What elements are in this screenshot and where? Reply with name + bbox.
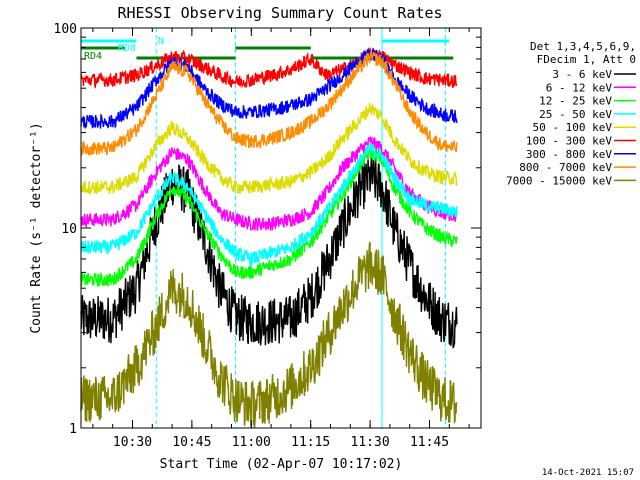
- legend-entry-7: 300 - 800 keV: [526, 148, 612, 161]
- legend: Det 1,3,4,5,6,9,FDecim 1, Att 0 3 - 6 keV…: [506, 40, 636, 187]
- series-layer: [80, 46, 458, 429]
- plot-frame: [80, 27, 482, 429]
- axes: 10:30 10:45 11:00 11:15 11:30 11:45 1 10 100: [54, 22, 481, 450]
- y-tick-label-3: 100: [54, 22, 77, 37]
- series-line-6: [80, 46, 458, 89]
- flag-label-rd0: RD0: [118, 43, 136, 54]
- x-tick-label-6: 11:45: [410, 435, 449, 450]
- series-line-9: [80, 241, 458, 429]
- flag-label-rd4: RD4: [84, 51, 102, 62]
- legend-entry-3: 12 - 25 keV: [539, 95, 612, 108]
- legend-entry-6: 100 - 300 keV: [526, 135, 612, 148]
- series-line-1: [80, 155, 458, 349]
- flag-label-n: N: [158, 36, 164, 47]
- x-tick-label-2: 10:45: [172, 435, 211, 450]
- footer-date: 14-Oct-2021 15:07: [541, 468, 634, 478]
- chart-title: RHESSI Observing Summary Count Rates: [117, 4, 442, 22]
- series-line-5: [80, 102, 458, 195]
- legend-entry-9: 7000 - 15000 keV: [506, 174, 612, 187]
- y-axis-label: Count Rate (s⁻¹ detector⁻¹): [29, 122, 44, 333]
- legend-header-2: FDecim 1, Att 0: [537, 53, 636, 66]
- legend-entry-4: 25 - 50 keV: [539, 108, 612, 121]
- y-tick-label-2: 10: [61, 222, 77, 237]
- x-tick-label-3: 11:00: [232, 435, 271, 450]
- x-axis-label: Start Time (02-Apr-07 10:17:02): [160, 457, 403, 472]
- x-tick-label-5: 11:30: [351, 435, 390, 450]
- series-line-4: [80, 142, 458, 266]
- y-tick-label-1: 1: [69, 422, 77, 437]
- legend-header-1: Det 1,3,4,5,6,9,: [530, 40, 636, 53]
- series-line-3: [80, 144, 458, 287]
- legend-entry-5: 50 - 100 keV: [533, 121, 613, 134]
- x-tick-label-4: 11:15: [291, 435, 330, 450]
- x-tick-label-1: 10:30: [113, 435, 152, 450]
- series-line-2: [80, 135, 458, 232]
- legend-entry-8: 800 - 7000 keV: [519, 161, 612, 174]
- series-line-8: [80, 50, 458, 157]
- legend-entry-2: 6 - 12 keV: [546, 81, 613, 94]
- legend-entry-1: 3 - 6 keV: [552, 68, 612, 81]
